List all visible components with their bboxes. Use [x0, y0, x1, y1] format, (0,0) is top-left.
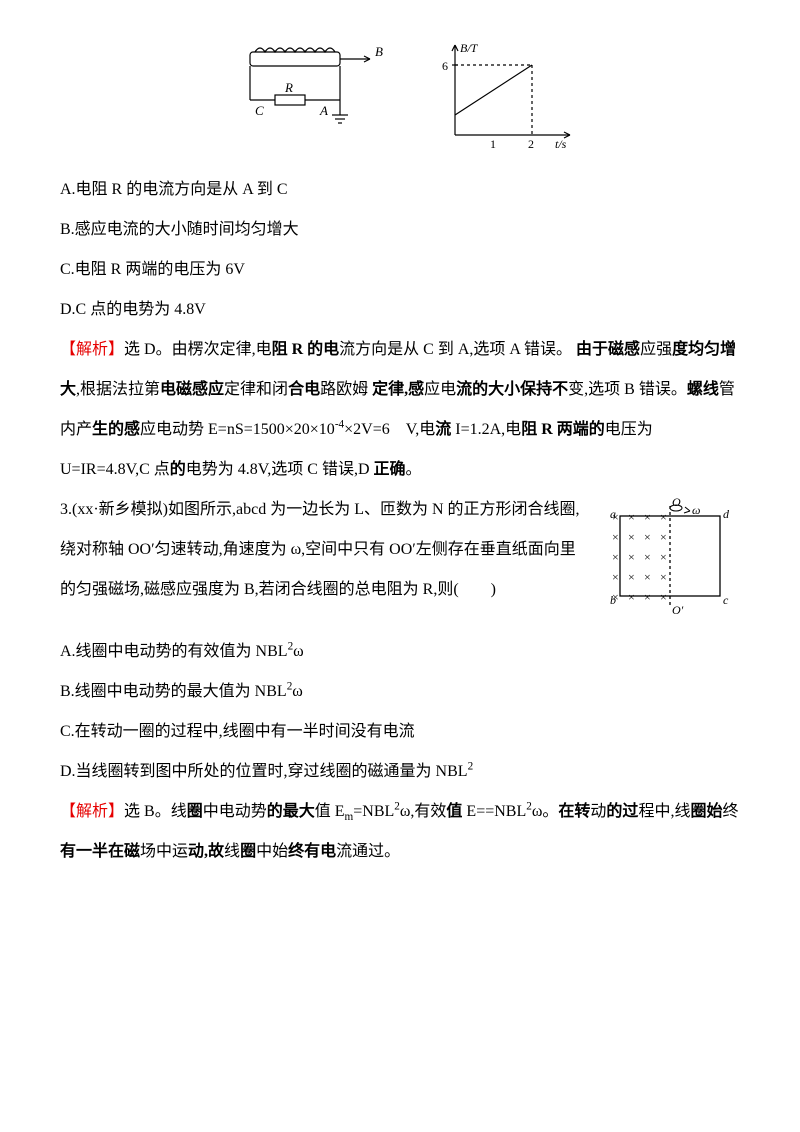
- svg-text:×: ×: [628, 550, 635, 564]
- option-c: C.电阻 R 两端的电压为 6V: [60, 250, 740, 290]
- circuit-diagram: B C R A: [220, 40, 390, 150]
- svg-text:×: ×: [660, 510, 667, 524]
- analysis-2: 【解析】选 D。由楞次定律,电阻 R 的电流方向是从 C 到 A,选项 A 错误…: [60, 330, 740, 490]
- label-B: B: [375, 44, 383, 59]
- coil-b: b: [610, 593, 616, 607]
- option-a: A.电阻 R 的电流方向是从 A 到 C: [60, 170, 740, 210]
- coil-omega: ω: [692, 503, 700, 517]
- q3-option-b: B.线圈中电动势的最大值为 NBL2ω: [60, 672, 740, 712]
- graph-xtick-1: 1: [490, 137, 496, 150]
- svg-text:×: ×: [660, 530, 667, 544]
- coil-diagram: ×××× ×××× ×××× ×××× ×××× a b c d O O′ ω: [590, 496, 740, 632]
- coil-c: c: [723, 593, 729, 607]
- svg-text:×: ×: [644, 550, 651, 564]
- svg-text:×: ×: [644, 570, 651, 584]
- svg-text:×: ×: [660, 570, 667, 584]
- graph-ytick-6: 6: [442, 59, 448, 73]
- coil-a: a: [610, 507, 616, 521]
- label-C: C: [255, 103, 264, 118]
- svg-text:×: ×: [628, 530, 635, 544]
- coil-Op: O′: [672, 603, 684, 616]
- analysis-3: 【解析】选 B。线圈中电动势的最大值 Em=NBL2ω,有效值 E==NBL2ω…: [60, 792, 740, 872]
- svg-text:×: ×: [644, 530, 651, 544]
- figure-row: B C R A B/T 6 1 2 t/s: [60, 40, 740, 150]
- svg-text:×: ×: [628, 570, 635, 584]
- svg-text:×: ×: [660, 550, 667, 564]
- q3-option-c: C.在转动一圈的过程中,线圈中有一半时间没有电流: [60, 712, 740, 752]
- label-R: R: [284, 80, 293, 95]
- q3-option-d: D.当线圈转到图中所处的位置时,穿过线圈的磁通量为 NBL2: [60, 752, 740, 792]
- graph-ylabel: B/T: [460, 41, 479, 55]
- svg-text:×: ×: [644, 590, 651, 604]
- coil-O: O: [672, 496, 681, 509]
- graph-xtick-2: 2: [528, 137, 534, 150]
- svg-text:×: ×: [644, 510, 651, 524]
- q3-option-a: A.线圈中电动势的有效值为 NBL2ω: [60, 632, 740, 672]
- svg-text:×: ×: [628, 590, 635, 604]
- option-b: B.感应电流的大小随时间均匀增大: [60, 210, 740, 250]
- svg-text:×: ×: [628, 510, 635, 524]
- graph-diagram: B/T 6 1 2 t/s: [430, 40, 580, 150]
- graph-xlabel: t/s: [555, 137, 567, 150]
- coil-d: d: [723, 507, 730, 521]
- svg-text:×: ×: [612, 550, 619, 564]
- question-3: ×××× ×××× ×××× ×××× ×××× a b c d O O′ ω …: [60, 490, 740, 632]
- label-A: A: [319, 103, 328, 118]
- analysis3-label: 【解析】: [60, 803, 124, 820]
- analysis-label: 【解析】: [60, 341, 124, 358]
- svg-text:×: ×: [660, 590, 667, 604]
- svg-text:×: ×: [612, 570, 619, 584]
- option-d: D.C 点的电势为 4.8V: [60, 290, 740, 330]
- svg-text:×: ×: [612, 530, 619, 544]
